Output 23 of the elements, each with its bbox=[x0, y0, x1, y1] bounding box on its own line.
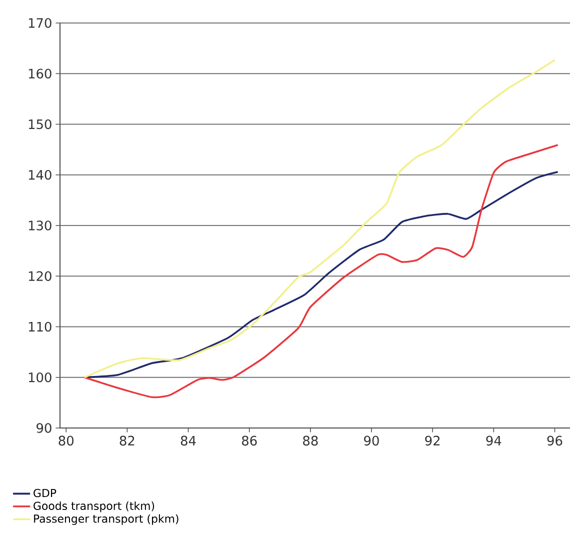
y-tick-label: 110 bbox=[28, 322, 52, 332]
x-tick-label: 90 bbox=[364, 436, 379, 446]
x-tick-label: 80 bbox=[58, 436, 74, 446]
x-tick-label: 88 bbox=[303, 436, 318, 446]
legend-label: Goods transport (tkm) bbox=[34, 502, 154, 512]
y-tick-label: 160 bbox=[28, 68, 52, 79]
x-tick-label: 92 bbox=[425, 436, 440, 446]
y-tick-label: 90 bbox=[36, 423, 52, 433]
x-tick-label: 96 bbox=[547, 436, 562, 446]
y-tick-label: 120 bbox=[28, 271, 52, 282]
legend-label: Passenger transport (pkm) bbox=[34, 514, 178, 525]
x-tick-label: 94 bbox=[486, 436, 502, 446]
line-series bbox=[84, 59, 556, 378]
x-tick-label: 82 bbox=[120, 436, 134, 446]
x-tick-label: 86 bbox=[242, 436, 257, 446]
x-tick-label: 84 bbox=[180, 436, 196, 446]
y-tick-label: 170 bbox=[28, 18, 52, 28]
y-tick-label: 130 bbox=[28, 220, 52, 230]
y-tick-label: 140 bbox=[28, 170, 52, 180]
y-tick-label: 150 bbox=[28, 119, 52, 130]
line-series bbox=[84, 144, 559, 398]
legend-label: GDP bbox=[34, 488, 56, 498]
y-tick-label: 100 bbox=[28, 372, 52, 382]
